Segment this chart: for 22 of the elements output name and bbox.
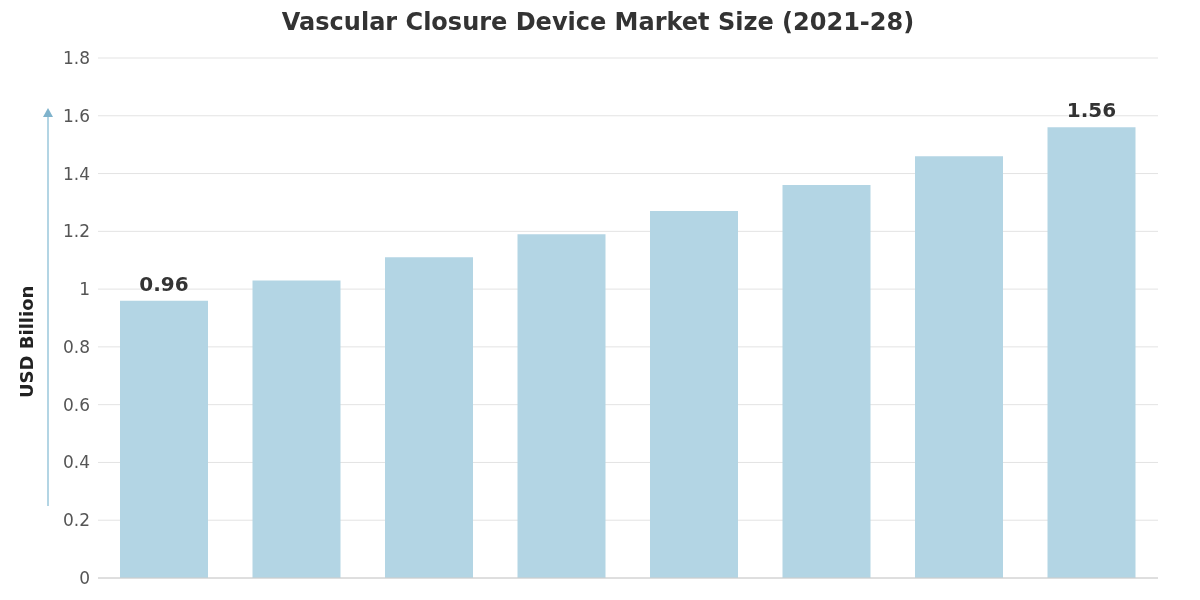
y-tick-label: 0.8	[62, 336, 90, 357]
bar	[1047, 127, 1136, 578]
bar	[252, 280, 341, 578]
bar	[650, 211, 738, 578]
y-tick-label: 1.8	[62, 48, 90, 69]
y-axis-title: USD Billion	[16, 285, 37, 398]
chart-title: Vascular Closure Device Market Size (2021-28)	[280, 8, 916, 38]
y-tick-label: 1.4	[62, 163, 90, 184]
bar	[120, 300, 208, 578]
bar	[517, 234, 606, 578]
y-tick-label: 0.6	[62, 394, 90, 415]
y-tick-label: 0.2	[62, 510, 90, 531]
bar	[385, 257, 473, 578]
data-label: 1.56	[1066, 98, 1117, 123]
bar	[782, 185, 871, 578]
y-tick-label: 0	[79, 568, 90, 589]
y-tick-label: 1	[79, 279, 90, 300]
y-tick-label: 1.6	[62, 105, 90, 126]
y-tick-label: 1.2	[62, 221, 90, 242]
bar	[915, 156, 1003, 578]
data-label: 0.96	[139, 271, 189, 296]
y-tick-label: 0.4	[62, 452, 90, 473]
